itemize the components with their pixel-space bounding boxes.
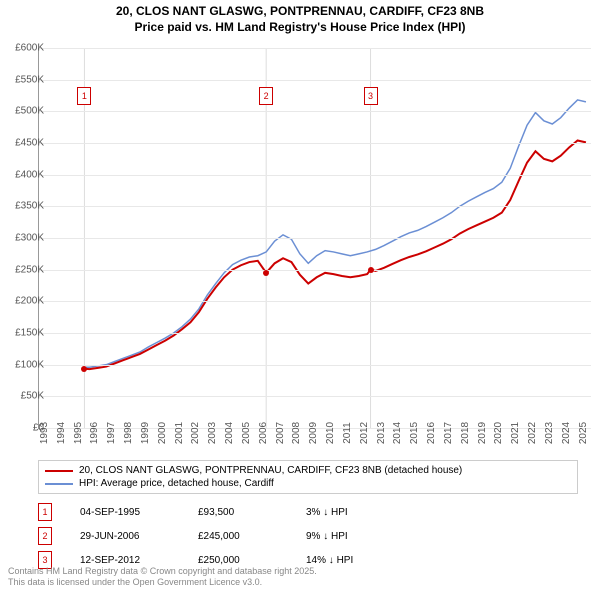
x-axis-label: 2009: [308, 422, 319, 444]
x-axis-label: 2025: [578, 422, 589, 444]
y-axis-label: £350K: [4, 201, 44, 212]
legend-label: HPI: Average price, detached house, Card…: [79, 478, 274, 489]
sales-row: 2 29-JUN-2006 £245,000 9% ↓ HPI: [38, 524, 353, 548]
chart-container: 20, CLOS NANT GLASWG, PONTPRENNAU, CARDI…: [0, 0, 600, 590]
x-axis-label: 2007: [275, 422, 286, 444]
y-axis-label: £200K: [4, 296, 44, 307]
gridline-h: [39, 396, 591, 397]
footer-line-1: Contains HM Land Registry data © Crown c…: [8, 566, 317, 577]
title-line-1: 20, CLOS NANT GLASWG, PONTPRENNAU, CARDI…: [0, 4, 600, 20]
x-axis-label: 2003: [207, 422, 218, 444]
x-axis-label: 2023: [544, 422, 555, 444]
series-hpi: [84, 100, 586, 367]
footer-line-2: This data is licensed under the Open Gov…: [8, 577, 317, 588]
x-axis-label: 2001: [174, 422, 185, 444]
x-axis-label: 2006: [258, 422, 269, 444]
x-axis-label: 1996: [89, 422, 100, 444]
legend-swatch: [45, 470, 73, 472]
title-line-2: Price paid vs. HM Land Registry's House …: [0, 20, 600, 36]
sale-date: 29-JUN-2006: [80, 531, 170, 542]
y-axis-label: £0: [4, 423, 44, 434]
x-axis-label: 1994: [56, 422, 67, 444]
sale-diff: 9% ↓ HPI: [306, 531, 348, 542]
sale-dot-3: [368, 267, 374, 273]
x-axis-label: 2017: [443, 422, 454, 444]
x-axis-label: 1998: [123, 422, 134, 444]
chart-title: 20, CLOS NANT GLASWG, PONTPRENNAU, CARDI…: [0, 0, 600, 35]
gridline-h: [39, 143, 591, 144]
x-axis-label: 2004: [224, 422, 235, 444]
x-axis-label: 2015: [409, 422, 420, 444]
x-axis-label: 2011: [342, 422, 353, 444]
sale-diff: 14% ↓ HPI: [306, 555, 353, 566]
x-axis-label: 2000: [157, 422, 168, 444]
sale-date: 12-SEP-2012: [80, 555, 170, 566]
sales-table: 1 04-SEP-1995 £93,500 3% ↓ HPI 2 29-JUN-2006 £…: [38, 500, 353, 572]
gridline-h: [39, 270, 591, 271]
gridline-h: [39, 301, 591, 302]
x-axis-label: 2005: [241, 422, 252, 444]
sale-diff: 3% ↓ HPI: [306, 507, 348, 518]
x-axis-label: 1997: [106, 422, 117, 444]
legend-label: 20, CLOS NANT GLASWG, PONTPRENNAU, CARDI…: [79, 465, 462, 476]
legend-item: HPI: Average price, detached house, Card…: [45, 477, 571, 490]
sale-price: £245,000: [198, 531, 278, 542]
sale-dot-1: [81, 366, 87, 372]
sale-date: 04-SEP-1995: [80, 507, 170, 518]
gridline-h: [39, 111, 591, 112]
x-axis-label: 1995: [73, 422, 84, 444]
x-axis-label: 2018: [460, 422, 471, 444]
x-axis-label: 2014: [392, 422, 403, 444]
sales-row: 1 04-SEP-1995 £93,500 3% ↓ HPI: [38, 500, 353, 524]
gridline-h: [39, 365, 591, 366]
y-axis-label: £100K: [4, 359, 44, 370]
x-axis-label: 2016: [426, 422, 437, 444]
x-axis-label: 2020: [493, 422, 504, 444]
plot-area: 1993199419951996199719981999200020012002…: [38, 48, 591, 429]
sale-marker-2: 2: [259, 87, 273, 105]
x-axis-label: 2008: [291, 422, 302, 444]
sale-price: £250,000: [198, 555, 278, 566]
x-axis-label: 2019: [477, 422, 488, 444]
footer-attribution: Contains HM Land Registry data © Crown c…: [8, 566, 317, 588]
x-axis-label: 2012: [359, 422, 370, 444]
sale-row-marker: 1: [38, 503, 52, 521]
x-axis-label: 2024: [561, 422, 572, 444]
x-axis-label: 2013: [376, 422, 387, 444]
y-axis-label: £450K: [4, 138, 44, 149]
gridline-h: [39, 206, 591, 207]
sale-row-marker: 2: [38, 527, 52, 545]
y-axis-label: £250K: [4, 264, 44, 275]
sale-price: £93,500: [198, 507, 278, 518]
sale-marker-3: 3: [364, 87, 378, 105]
y-axis-label: £400K: [4, 169, 44, 180]
gridline-h: [39, 333, 591, 334]
y-axis-label: £150K: [4, 328, 44, 339]
y-axis-label: £300K: [4, 233, 44, 244]
gridline-h: [39, 80, 591, 81]
legend: 20, CLOS NANT GLASWG, PONTPRENNAU, CARDI…: [38, 460, 578, 494]
gridline-h: [39, 238, 591, 239]
gridline-h: [39, 175, 591, 176]
y-axis-label: £50K: [4, 391, 44, 402]
x-axis-label: 1999: [140, 422, 151, 444]
sale-marker-1: 1: [77, 87, 91, 105]
x-axis-label: 2002: [190, 422, 201, 444]
x-axis-label: 2021: [510, 422, 521, 444]
sale-dot-2: [263, 270, 269, 276]
x-axis-label: 2010: [325, 422, 336, 444]
y-axis-label: £550K: [4, 74, 44, 85]
legend-swatch: [45, 483, 73, 485]
y-axis-label: £500K: [4, 106, 44, 117]
x-axis-label: 2022: [527, 422, 538, 444]
gridline-h: [39, 48, 591, 49]
y-axis-label: £600K: [4, 43, 44, 54]
legend-item: 20, CLOS NANT GLASWG, PONTPRENNAU, CARDI…: [45, 464, 571, 477]
